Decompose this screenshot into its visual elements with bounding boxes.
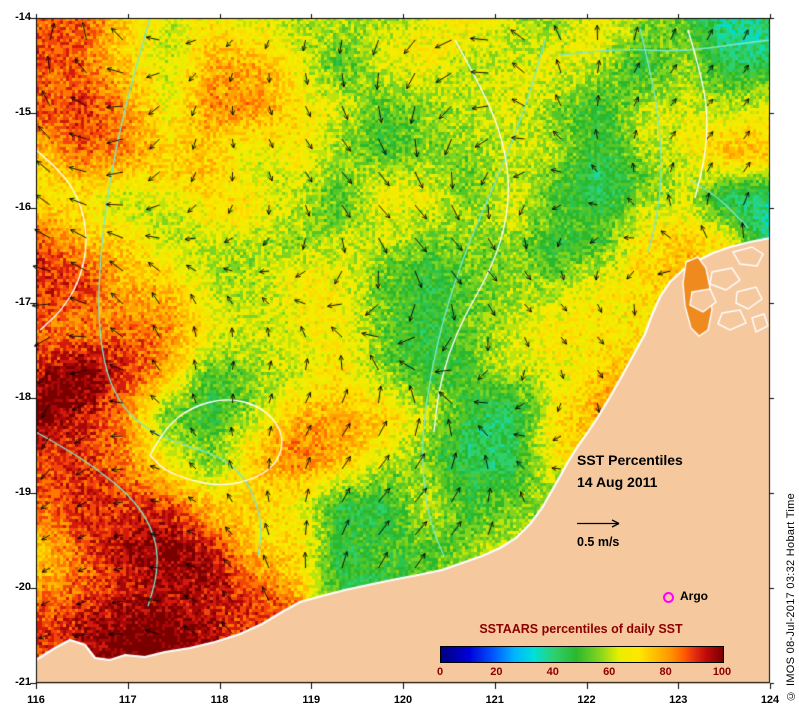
colorbar-tick-label: 20: [490, 666, 503, 678]
y-tick-label: -15: [15, 106, 31, 118]
y-tick-label: -18: [15, 391, 31, 403]
x-tick-label: 124: [760, 694, 780, 706]
x-tick-label: 118: [210, 694, 229, 706]
credit-text: © IMOS 08-Jul-2017 03:32 Hobart Time: [785, 493, 797, 702]
legend-title: SST Percentiles: [577, 452, 683, 468]
scale-arrow-icon: [577, 519, 620, 528]
y-tick-label: -19: [15, 486, 31, 498]
colorbar-tick-label: 100: [712, 666, 732, 678]
y-tick-label: -20: [15, 581, 31, 593]
x-tick-label: 119: [302, 694, 321, 706]
colorbar-tick-label: 60: [603, 666, 616, 678]
y-tick-label: -16: [15, 201, 31, 213]
argo-label: Argo: [680, 589, 708, 603]
colorbar-tick-label: 80: [659, 666, 672, 678]
x-tick-label: 122: [577, 694, 596, 706]
x-tick-label: 120: [393, 694, 413, 706]
colorbar-tick-label: 0: [436, 666, 444, 678]
colorbar: [440, 646, 724, 663]
legend-date: 14 Aug 2011: [577, 474, 658, 490]
x-tick-label: 117: [118, 694, 137, 706]
x-tick-label: 123: [669, 694, 688, 706]
x-tick-label: 121: [485, 694, 504, 706]
colorbar-tick-label: 40: [546, 666, 559, 678]
y-tick-label: -17: [15, 296, 31, 308]
y-tick-label: -14: [15, 11, 31, 23]
x-tick-label: 116: [27, 694, 45, 706]
y-tick-label: -21: [15, 676, 31, 688]
scale-label: 0.5 m/s: [577, 535, 620, 549]
colorbar-title: SSTAARS percentiles of daily SST: [479, 622, 683, 636]
argo-marker-icon: [663, 592, 674, 603]
